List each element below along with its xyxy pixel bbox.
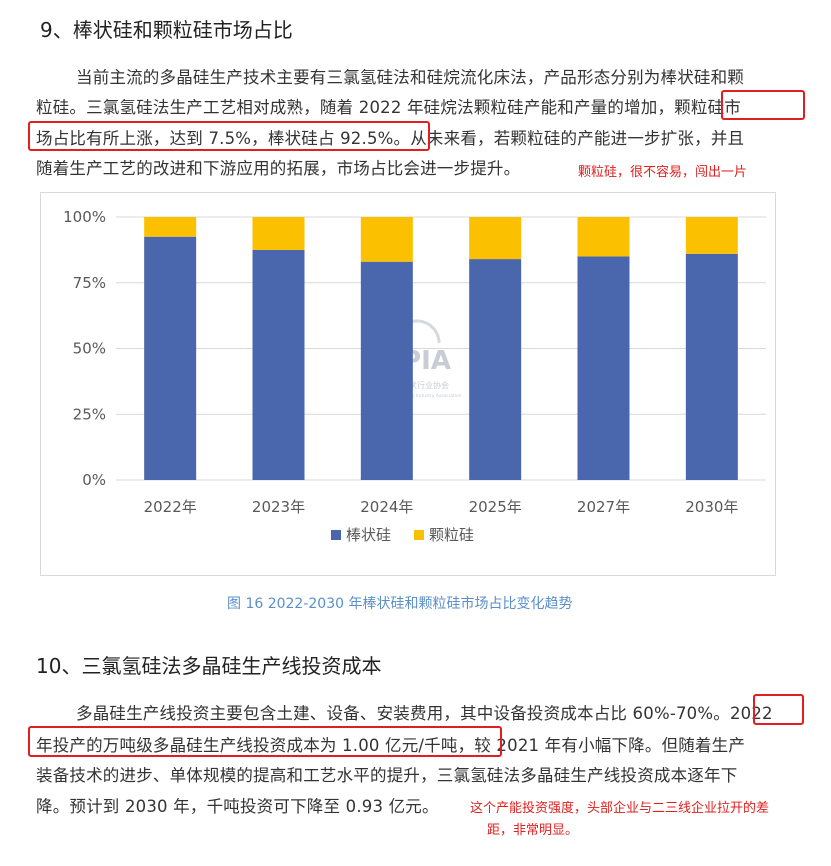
paragraph-line: 装备技术的进步、单体规模的提高和工艺水平的提升，三氯氢硅法多晶硅生产线投资成本逐…: [36, 766, 738, 785]
figure-caption: 图 16 2022-2030 年棒状硅和颗粒硅市场占比变化趋势: [227, 596, 573, 612]
highlight-box: [721, 90, 805, 120]
legend-label: 棒状硅: [346, 526, 391, 544]
highlight-box: [28, 726, 502, 757]
x-tick-label: 2023年: [252, 498, 305, 516]
red-annotation: 距，非常明显。: [487, 823, 579, 838]
bar-segment: [469, 217, 522, 260]
chart-frame: CPIA 中国光伏行业协会 China Photovoltaic Industr…: [40, 192, 776, 576]
watermark-cn: 中国光伏行业协会: [385, 380, 449, 390]
x-tick-label: 2024年: [360, 498, 413, 516]
legend-label: 颗粒硅: [429, 526, 474, 544]
bar-segment: [252, 217, 305, 250]
bar-segment: [469, 259, 522, 480]
y-tick-label: 25%: [73, 405, 106, 423]
legend-swatch: [414, 530, 424, 540]
paragraph-line: 场占比有所上涨，达到 7.5%，棒状硅占 92.5%。从未来看，若颗粒硅的产能进…: [36, 129, 745, 148]
x-tick-label: 2025年: [469, 498, 522, 516]
paragraph-line: 多晶硅生产线投资主要包含土建、设备、安装费用，其中设备投资成本占比 60%-70…: [76, 704, 773, 723]
paragraph-line: 当前主流的多晶硅生产技术主要有三氯氢硅法和硅烷流化床法，产品形态分别为棒状硅和颗: [76, 68, 744, 87]
x-tick-label: 2027年: [577, 498, 630, 516]
bar-segment: [685, 217, 738, 254]
y-tick-label: 50%: [73, 340, 106, 358]
paragraph-line: 粒硅。三氯氢硅法生产工艺相对成熟，随着 2022 年硅烷法颗粒硅产能和产量的增加…: [36, 98, 741, 117]
paragraph-line: 年投产的万吨级多晶硅生产线投资成本为 1.00 亿元/千吨，较 2021 年有小…: [36, 736, 746, 755]
bar-segment: [360, 261, 413, 480]
bar-segment: [144, 236, 197, 480]
bar-segment: [144, 217, 197, 237]
red-annotation: 颗粒硅，很不容易，闯出一片: [578, 165, 748, 180]
watermark-en: China Photovoltaic Industry Association: [372, 393, 461, 399]
highlight-box: [28, 121, 430, 151]
bar-segment: [577, 217, 630, 257]
bar-segment: [360, 217, 413, 262]
x-tick-label: 2022年: [144, 498, 197, 516]
y-tick-label: 0%: [82, 471, 106, 489]
y-tick-label: 75%: [73, 274, 106, 292]
y-tick-label: 100%: [63, 208, 106, 226]
section-9-heading: 9、棒状硅和颗粒硅市场占比: [40, 18, 293, 42]
paragraph-line: 随着生产工艺的改进和下游应用的拓展，市场占比会进一步提升。: [36, 159, 521, 178]
bar-segment: [252, 249, 305, 480]
red-annotation: 这个产能投资强度，头部企业与二三线企业拉开的差: [470, 801, 770, 816]
legend-swatch: [331, 530, 341, 540]
bar-segment: [685, 253, 738, 480]
x-tick-label: 2030年: [685, 498, 738, 516]
stacked-bar-chart: CPIA 中国光伏行业协会 China Photovoltaic Industr…: [63, 208, 766, 544]
section-10-heading: 10、三氯氢硅法多晶硅生产线投资成本: [36, 654, 382, 678]
paragraph-line: 降。预计到 2030 年，千吨投资可下降至 0.93 亿元。: [36, 797, 439, 816]
bar-segment: [577, 256, 630, 480]
highlight-box: [753, 694, 804, 725]
